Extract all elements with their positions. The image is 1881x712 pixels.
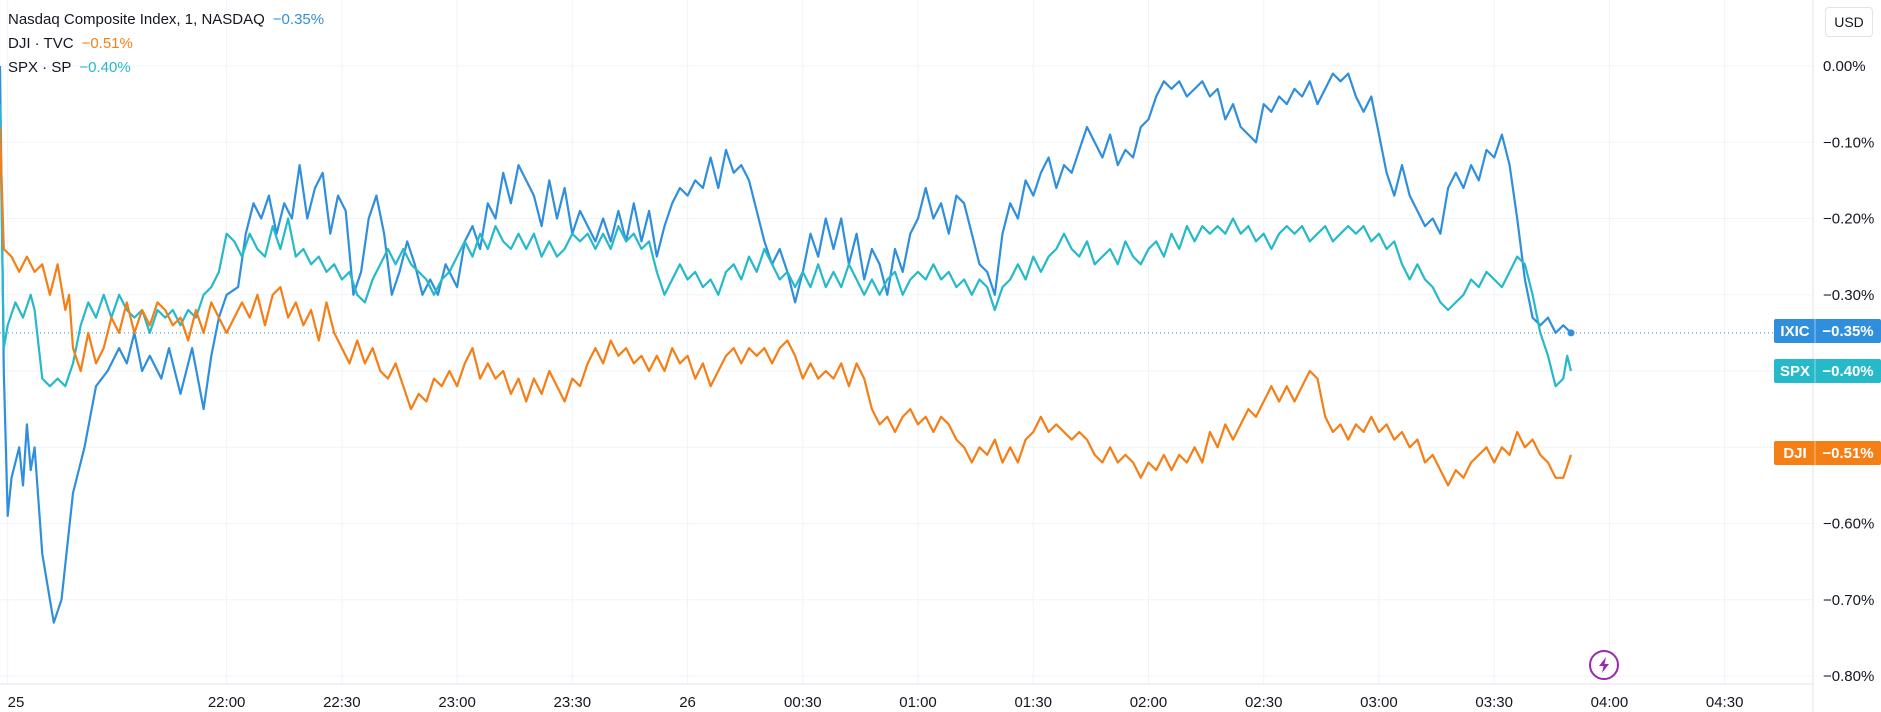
legend-row-spx[interactable]: SPX · SP −0.40% [8,56,324,80]
price-axis-labels: 0.00% −0.10% −0.20% −0.30% −0.60% −0.70% −0.80… [1823,58,1874,685]
badge-value: −0.51% [1822,445,1873,462]
time-axis-labels: 25 22:00 22:30 23:00 23:30 26 00:30 01:00 01:30 0… [8,694,1744,711]
x-tick-label: 23:00 [438,694,476,711]
badge-ticker: SPX [1780,363,1810,380]
x-tick-label: 25 [8,694,25,711]
chart-legend: Nasdaq Composite Index, 1, NASDAQ −0.35% … [8,8,324,80]
x-tick-label: 22:30 [323,694,361,711]
legend-row-ixic[interactable]: Nasdaq Composite Index, 1, NASDAQ −0.35% [8,8,324,32]
series-lines [0,65,1575,624]
price-axis-badges: IXIC −0.35% SPX −0.40% DJI −0.51% [1774,319,1881,465]
series-line-spx [0,104,1573,388]
grid-lines [0,0,1813,684]
series-line-ixic [0,65,1572,624]
price-badge-spx[interactable]: SPX −0.40% [1774,359,1881,383]
y-tick-label: −0.80% [1823,668,1874,685]
legend-row-dji[interactable]: DJI · TVC −0.51% [8,32,324,56]
series-line-dji [0,126,1573,487]
x-tick-label: 02:00 [1130,694,1168,711]
legend-series-change: −0.40% [79,59,131,76]
legend-series-change: −0.51% [81,35,133,52]
y-tick-label: −0.60% [1823,516,1874,533]
price-badge-dji[interactable]: DJI −0.51% [1774,441,1881,465]
legend-series-name: SPX · SP [8,59,72,76]
x-tick-label: 04:00 [1591,694,1629,711]
x-tick-label: 02:30 [1245,694,1283,711]
x-tick-label: 22:00 [208,694,246,711]
badge-ticker: DJI [1783,445,1806,462]
y-tick-label: 0.00% [1823,58,1866,75]
legend-series-name: Nasdaq Composite Index, 1, NASDAQ [8,11,265,28]
price-badge-ixic[interactable]: IXIC −0.35% [1774,319,1881,343]
y-tick-label: −0.20% [1823,211,1874,228]
badge-value: −0.35% [1822,323,1873,340]
last-point-marker [1567,329,1575,337]
legend-series-change: −0.35% [272,11,325,28]
x-tick-label: 26 [679,694,696,711]
x-tick-label: 04:30 [1706,694,1744,711]
x-tick-label: 03:00 [1360,694,1398,711]
x-tick-label: 00:30 [784,694,822,711]
x-tick-label: 01:00 [899,694,937,711]
badge-ticker: IXIC [1780,323,1809,340]
y-tick-label: −0.30% [1823,287,1874,304]
x-tick-label: 23:30 [554,694,592,711]
lightning-icon[interactable] [1589,650,1619,680]
y-tick-label: −0.10% [1823,134,1874,151]
legend-series-name: DJI · TVC [8,35,74,52]
currency-button[interactable]: USD [1825,7,1873,37]
x-tick-label: 01:30 [1014,694,1052,711]
badge-value: −0.40% [1822,363,1873,380]
x-tick-label: 03:30 [1475,694,1513,711]
y-tick-label: −0.70% [1823,592,1874,609]
